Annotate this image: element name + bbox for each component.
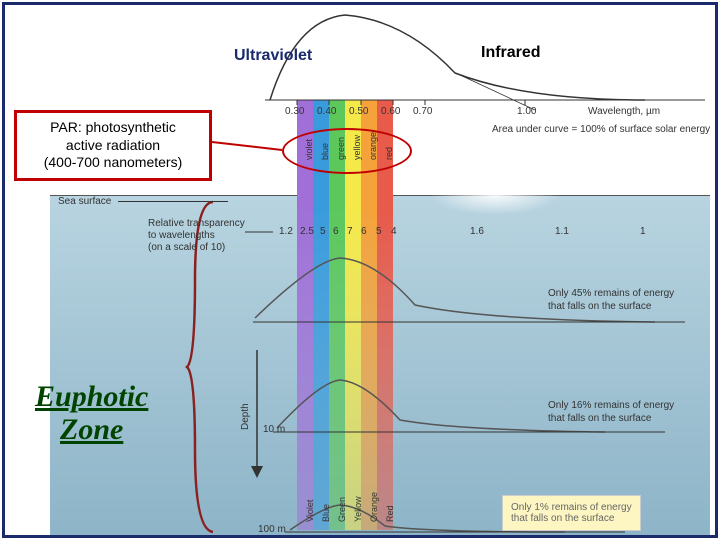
par-definition-box: PAR: photosynthetic active radiation (40… — [14, 110, 212, 181]
par-line3: (400-700 nanometers) — [21, 154, 205, 172]
rt-val-2: 5 — [320, 226, 326, 237]
rt-val-5: 6 — [361, 226, 367, 237]
subsurface-curve-100m — [225, 500, 715, 540]
wavelength-label: Wavelength, µm — [588, 106, 660, 117]
tick-100: 1.00 — [517, 106, 536, 117]
par-line1: PAR: photosynthetic — [21, 119, 205, 137]
energy-16: Only 16% remains of energy that falls on… — [548, 400, 674, 425]
relative-transparency-label: Relative transparency to wavelengths (on… — [148, 218, 245, 254]
rt-val-7: 4 — [391, 226, 397, 237]
par-line2: active radiation — [21, 137, 205, 155]
depth-100m: 100 m — [258, 524, 286, 535]
depth-10m: 10 m — [263, 424, 285, 435]
tick-050: 0.50 — [349, 106, 368, 117]
bottom-green: Green — [337, 497, 347, 522]
rt-val-0: 1.2 — [279, 226, 293, 237]
euphotic-zone-label: Euphotic Zone — [35, 380, 148, 446]
tick-060: 0.60 — [381, 106, 400, 117]
energy-1-percent: Only 1% remains of energy that falls on … — [502, 495, 641, 531]
rt-val-9: 1.1 — [555, 226, 569, 237]
area-note: Area under curve = 100% of surface solar… — [492, 124, 712, 135]
cloud-glow — [430, 175, 560, 215]
bottom-red: Red — [385, 505, 395, 522]
infrared-label: Infrared — [481, 44, 541, 62]
rt-leader — [245, 227, 275, 237]
ultraviolet-label: Ultraviolet — [234, 47, 312, 65]
par-leader — [210, 132, 290, 172]
tick-070: 0.70 — [413, 106, 432, 117]
sea-surface-label: Sea surface — [58, 196, 111, 207]
par-highlight-circle — [282, 128, 412, 174]
tick-030: 0.30 — [285, 106, 304, 117]
rt-val-10: 1 — [640, 226, 646, 237]
rt-val-6: 5 — [376, 226, 382, 237]
depth-label: Depth — [240, 403, 251, 430]
rt-val-8: 1.6 — [470, 226, 484, 237]
bottom-violet: Violet — [305, 500, 315, 522]
rt-val-4: 7 — [347, 226, 353, 237]
rt-val-3: 6 — [333, 226, 339, 237]
energy-45: Only 45% remains of energy that falls on… — [548, 288, 674, 313]
bottom-orange: Orange — [369, 492, 379, 522]
tick-040: 0.40 — [317, 106, 336, 117]
sea-surface-leader — [118, 201, 228, 202]
rt-val-1: 2.5 — [300, 226, 314, 237]
euphotic-line2: Zone — [60, 413, 123, 446]
bottom-yellow: Yellow — [353, 496, 363, 522]
euphotic-line1: Euphotic — [35, 380, 148, 413]
bottom-blue: Blue — [321, 504, 331, 522]
